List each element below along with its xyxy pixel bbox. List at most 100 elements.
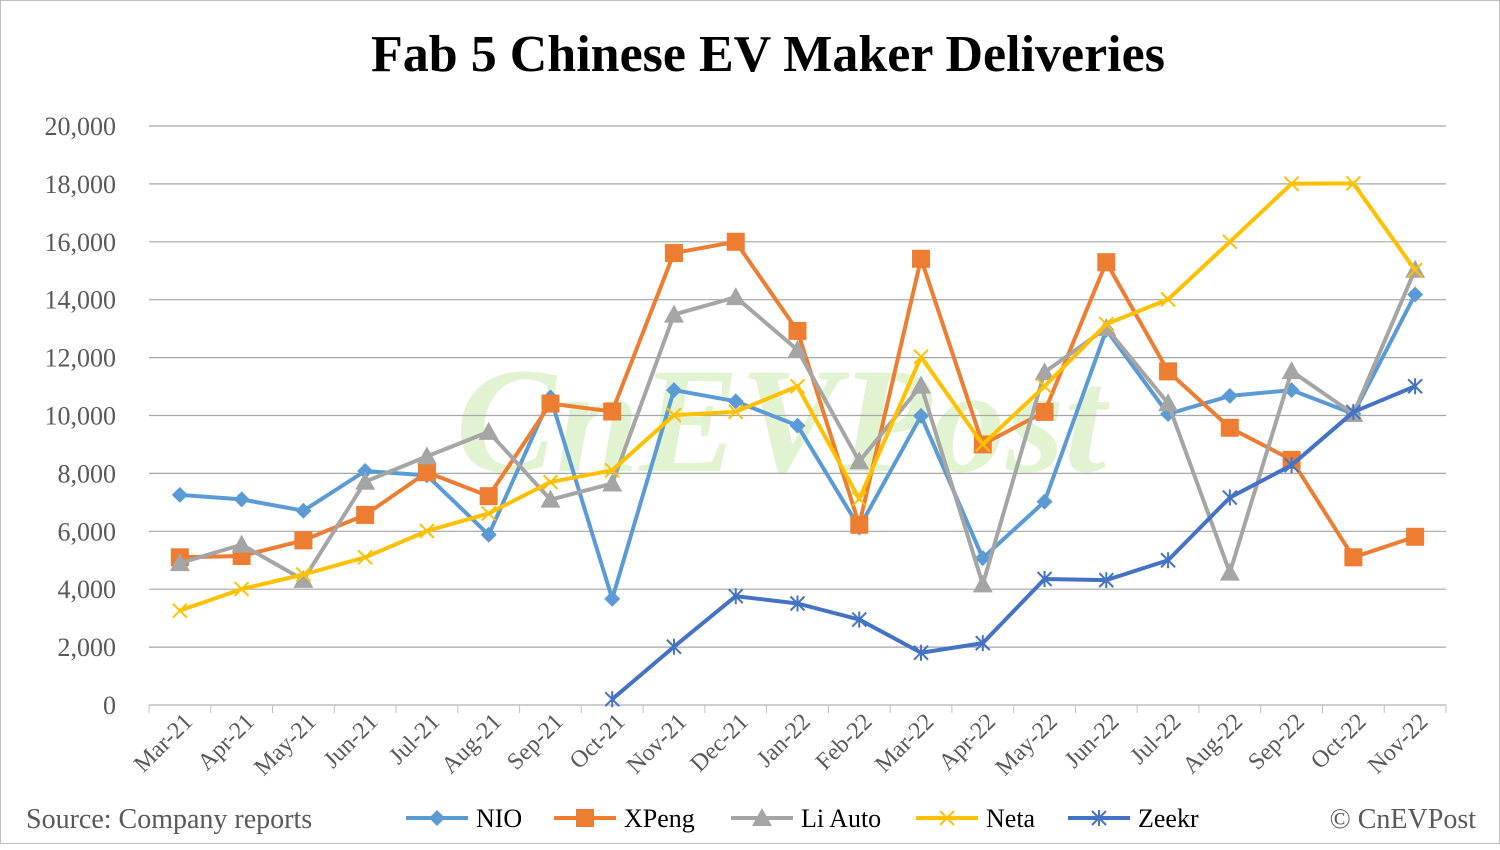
x-tick-label: Nov-22	[1363, 709, 1433, 779]
square-marker	[576, 809, 594, 827]
x-marker	[939, 810, 955, 826]
copyright-note: © CnEVPost	[1329, 804, 1476, 835]
x-tick-label: Dec-21	[686, 709, 754, 777]
x-tick-label: Aug-21	[437, 709, 507, 779]
diamond-marker	[480, 526, 497, 543]
x-tick-label: Mar-22	[870, 709, 939, 778]
triangle-marker	[787, 339, 808, 358]
triangle-marker	[752, 808, 772, 826]
legend-item: NIO	[406, 804, 522, 833]
series-group	[169, 175, 1426, 708]
diamond-marker	[974, 550, 991, 567]
triangle-marker	[725, 287, 746, 306]
chart-title: Fab 5 Chinese EV Maker Deliveries	[371, 26, 1165, 83]
star-marker	[789, 595, 806, 612]
star-marker	[913, 644, 929, 661]
diamond-marker	[913, 407, 930, 424]
x-tick-label: Mar-21	[129, 709, 198, 778]
triangle-marker	[355, 471, 376, 490]
y-tick-label: 16,000	[45, 228, 117, 257]
square-marker	[912, 249, 931, 268]
triangle-marker	[478, 421, 499, 440]
square-marker	[1097, 253, 1116, 272]
y-axis: 0 2,000 4,000 6,000 8,000 10,000 12,000 14,000 1…	[45, 112, 117, 720]
legend-item: Zeekr	[1068, 804, 1199, 833]
gridlines	[149, 125, 1446, 706]
x-tick-label: Oct-22	[1306, 709, 1372, 775]
x-marker	[295, 566, 312, 583]
star-marker	[728, 588, 744, 605]
triangle-marker	[1219, 562, 1240, 581]
triangle-marker	[540, 489, 561, 508]
x-marker	[1345, 175, 1362, 192]
x-tick-label: Jun-21	[319, 709, 384, 774]
legend-item: Neta	[916, 804, 1036, 833]
x-marker	[851, 491, 867, 507]
diamond-marker	[789, 417, 806, 434]
star-marker	[1283, 457, 1300, 474]
x-tick-label: Aug-22	[1178, 709, 1248, 779]
square-marker	[788, 321, 807, 340]
triangle-marker	[169, 553, 190, 572]
star-marker	[1036, 570, 1053, 587]
series-zeekr	[604, 378, 1423, 708]
square-marker	[1406, 527, 1425, 546]
y-tick-label: 20,000	[45, 112, 117, 141]
diamond-marker	[357, 462, 374, 479]
y-tick-label: 2,000	[58, 633, 117, 662]
triangle-marker	[602, 473, 623, 492]
star-marker	[666, 638, 682, 655]
x-tick-label: Sep-22	[1243, 709, 1309, 775]
square-marker	[541, 394, 560, 413]
triangle-marker	[293, 569, 314, 588]
source-note: Source: Company reports	[26, 804, 312, 835]
x-marker	[1098, 316, 1115, 332]
square-marker	[603, 402, 622, 421]
star-marker	[1345, 404, 1362, 421]
x-marker	[789, 378, 806, 394]
legend-label: XPeng	[624, 804, 695, 833]
legend-item: Li Auto	[731, 804, 881, 833]
square-marker	[479, 487, 498, 506]
diamond-marker	[665, 382, 682, 399]
square-marker	[356, 505, 375, 524]
x-marker	[1036, 378, 1053, 394]
star-marker	[1407, 378, 1423, 395]
square-marker	[1344, 548, 1363, 567]
series-xpeng	[170, 232, 1425, 567]
triangle-marker	[231, 534, 252, 553]
y-tick-label: 12,000	[45, 344, 117, 373]
x-marker	[913, 349, 929, 365]
x-marker	[1222, 234, 1238, 250]
diamond-marker	[171, 486, 188, 503]
x-tick-label: Sep-21	[502, 709, 568, 775]
triangle-marker	[972, 574, 993, 593]
square-marker	[1035, 402, 1054, 421]
legend-label: Li Auto	[801, 804, 881, 833]
legend-label: NIO	[476, 804, 522, 833]
y-tick-label: 8,000	[58, 459, 117, 488]
x-tick-label: Nov-21	[622, 709, 692, 779]
diamond-marker	[727, 393, 744, 410]
x-marker	[233, 581, 250, 597]
square-marker	[1220, 418, 1239, 437]
star-marker	[1222, 489, 1238, 506]
diamond-marker	[604, 590, 621, 607]
triangle-marker	[1281, 361, 1302, 380]
x-marker	[1160, 291, 1176, 308]
x-marker	[728, 404, 744, 420]
star-marker	[1091, 810, 1107, 826]
y-tick-label: 18,000	[45, 170, 117, 199]
x-marker	[666, 407, 682, 423]
x-marker	[1283, 176, 1300, 192]
legend-label: Neta	[986, 804, 1036, 833]
x-marker	[542, 474, 559, 490]
legend-label: Zeekr	[1138, 804, 1199, 833]
star-marker	[1160, 552, 1176, 569]
x-tick-label: Apr-22	[934, 709, 1001, 776]
y-tick-label: 4,000	[58, 575, 117, 604]
x-tick-label: May-22	[991, 709, 1063, 781]
